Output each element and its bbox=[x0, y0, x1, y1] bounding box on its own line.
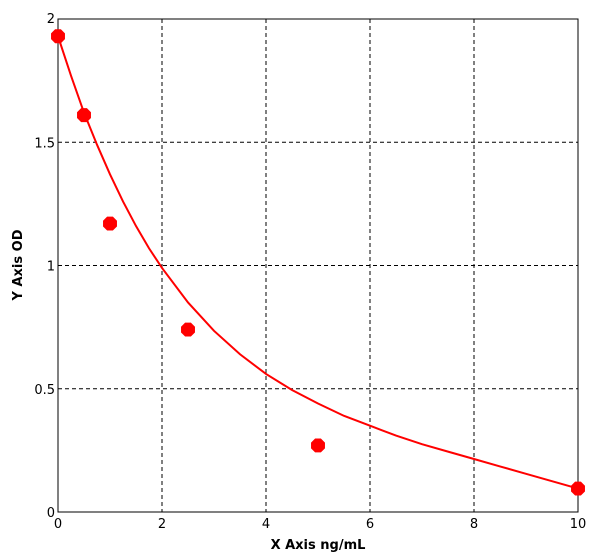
x-tick-label: 6 bbox=[366, 517, 374, 532]
x-tick-label: 4 bbox=[262, 517, 270, 532]
x-tick-labels: 0 2 4 6 8 10 bbox=[54, 517, 586, 532]
y-tick-label: 0.5 bbox=[34, 383, 55, 398]
x-tick-label: 2 bbox=[158, 517, 166, 532]
data-point bbox=[571, 481, 585, 496]
x-axis-title: X Axis ng/mL bbox=[271, 538, 366, 553]
data-point bbox=[51, 29, 65, 44]
data-point bbox=[311, 438, 325, 453]
x-tick-label: 8 bbox=[470, 517, 478, 532]
x-tick-label: 10 bbox=[570, 517, 587, 532]
data-point bbox=[181, 322, 195, 337]
x-tick-label: 0 bbox=[54, 517, 62, 532]
data-point bbox=[103, 216, 117, 231]
y-tick-label: 1.5 bbox=[34, 136, 55, 151]
plot-frame bbox=[57, 18, 579, 513]
data-points bbox=[51, 29, 585, 496]
y-tick-label: 1 bbox=[47, 260, 55, 275]
grid-lines bbox=[58, 19, 578, 512]
y-tick-label: 2 bbox=[47, 12, 55, 27]
y-tick-labels: 0 0.5 1 1.5 2 bbox=[34, 12, 55, 521]
y-axis-title: Y Axis OD bbox=[11, 229, 26, 301]
data-point bbox=[77, 108, 91, 123]
fitted-curve bbox=[57, 35, 579, 490]
y-tick-label: 0 bbox=[47, 506, 55, 521]
